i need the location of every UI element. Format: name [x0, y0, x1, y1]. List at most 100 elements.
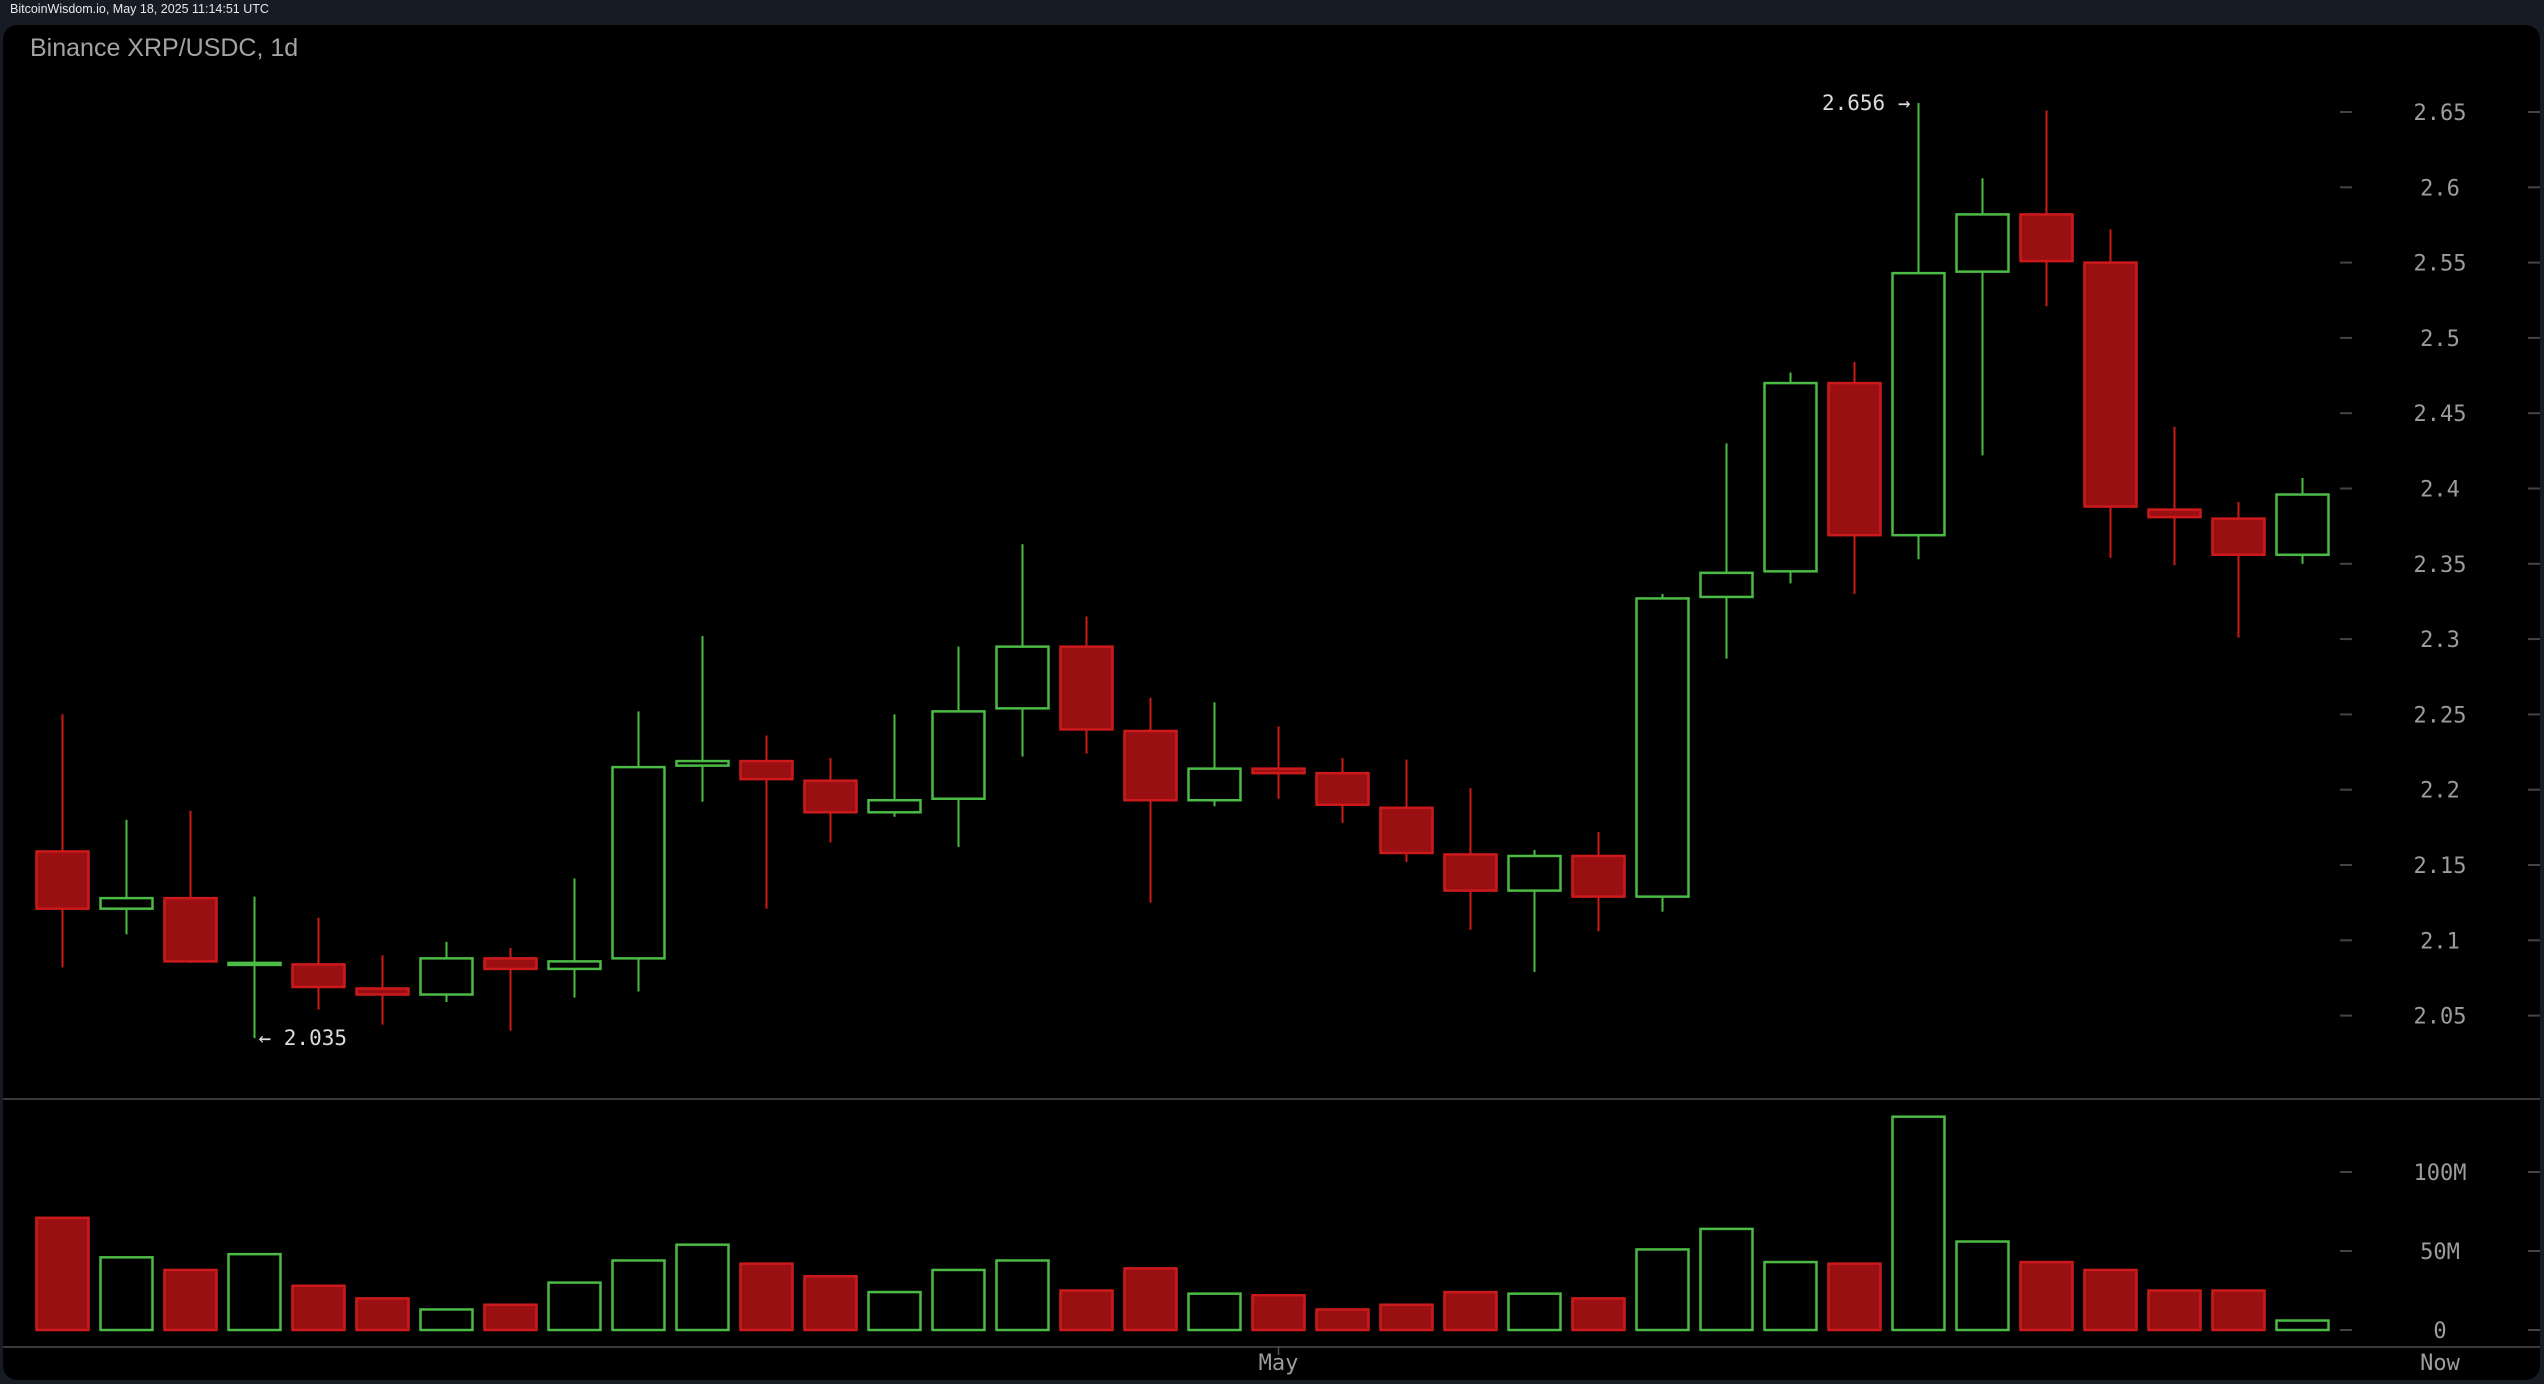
volume-bar-down: [1571, 1297, 1626, 1332]
candle-body: [1507, 854, 1562, 892]
candle-up: [1635, 593, 1690, 912]
price-tick-label: 2.35: [2414, 553, 2467, 578]
candle-body: [483, 957, 538, 971]
candle-body: [1763, 381, 1818, 573]
candle-body: [1571, 854, 1626, 898]
volume-bar-up: [1507, 1292, 1562, 1332]
volume-bar-down: [1123, 1267, 1178, 1332]
volume-bar-up: [1891, 1115, 1946, 1332]
candle-down: [1827, 361, 1882, 594]
volume-bar-down: [1315, 1308, 1370, 1332]
candle-up: [419, 941, 474, 1003]
candle-up: [547, 878, 602, 998]
chart-title: Binance XRP/USDC, 1d: [30, 34, 299, 62]
price-tick-label: 2.3: [2420, 628, 2460, 653]
candle-body: [1891, 271, 1946, 537]
candle-body: [1187, 767, 1242, 802]
candle-up: [995, 544, 1050, 757]
candle-body: [611, 765, 666, 960]
candle-body: [2275, 493, 2330, 557]
volume-bar-down: [1827, 1262, 1882, 1332]
candle-up: [1955, 178, 2010, 456]
candle-down: [803, 758, 858, 843]
candle-down: [291, 917, 346, 1010]
volume-bar-down: [163, 1268, 218, 1332]
candle-down: [2147, 426, 2202, 566]
volume-tick-label: 100M: [2414, 1161, 2467, 1186]
candle-up: [675, 636, 730, 802]
candle-body: [675, 759, 730, 767]
chart-panel[interactable]: Binance XRP/USDC, 1d 2.05 2.1 2.15 2.2 2.25 2…: [3, 25, 2540, 1380]
candle-body: [1251, 767, 1306, 775]
candle-down: [1123, 697, 1178, 903]
candle-down: [483, 947, 538, 1031]
candle-up: [1891, 102, 1946, 560]
candle-body: [1379, 806, 1434, 855]
price-tick-label: 2.4: [2420, 478, 2460, 503]
time-axis: May Now: [1259, 1347, 2461, 1376]
candle-body: [2083, 261, 2138, 508]
price-tick-label: 2.05: [2414, 1005, 2467, 1030]
volume-tick-label: 50M: [2420, 1240, 2460, 1265]
candle-up: [99, 819, 154, 935]
source-timestamp-label: BitcoinWisdom.io, May 18, 2025 11:14:51 …: [10, 2, 269, 16]
volume-axis: 0 50M 100M: [2340, 1161, 2540, 1344]
volume-bar-down: [1379, 1303, 1434, 1332]
candle-body: [2147, 508, 2202, 519]
candles: [35, 102, 2330, 1039]
candle-body: [1955, 213, 2010, 273]
volume-bar-down: [803, 1275, 858, 1332]
price-tick-label: 2.55: [2414, 252, 2467, 277]
price-tick-label: 2.15: [2414, 854, 2467, 879]
volume-bar-up: [1635, 1248, 1690, 1332]
candle-down: [1315, 758, 1370, 823]
candle-body: [1123, 729, 1178, 802]
volume-bar-up: [867, 1290, 922, 1332]
candle-down: [35, 714, 90, 968]
candle-up: [1699, 443, 1754, 659]
price-annotations: 2.656 → ← 2.035: [259, 91, 1911, 1050]
candle-body: [163, 896, 218, 963]
candle-up: [1763, 372, 1818, 584]
volume-bar-down: [355, 1297, 410, 1332]
candle-down: [1251, 726, 1306, 799]
price-tick-label: 2.25: [2414, 703, 2467, 728]
candle-body: [99, 896, 154, 910]
candle-body: [867, 798, 922, 814]
price-tick-label: 2.45: [2414, 402, 2467, 427]
candle-up: [867, 714, 922, 817]
candle-body: [1699, 571, 1754, 599]
volume-bar-up: [931, 1268, 986, 1332]
high-price-annotation: 2.656 →: [1822, 91, 1911, 115]
volume-bar-down: [483, 1303, 538, 1332]
volume-bar-down: [2083, 1268, 2138, 1332]
candle-body: [739, 759, 794, 781]
price-tick-label: 2.1: [2420, 929, 2460, 954]
volume-bar-down: [739, 1262, 794, 1332]
candle-down: [355, 955, 410, 1025]
candle-down: [1571, 831, 1626, 932]
candle-body: [2211, 517, 2266, 557]
candle-down: [1379, 759, 1434, 862]
candle-body: [1443, 853, 1498, 892]
candle-body: [1059, 645, 1114, 731]
candlestick-chart[interactable]: 2.05 2.1 2.15 2.2 2.25 2.3 2.35 2.4 2.45 2.5 2.55 2…: [3, 25, 2540, 1380]
candle-up: [227, 896, 282, 1039]
candle-down: [163, 810, 218, 963]
candle-up: [2275, 477, 2330, 564]
candle-down: [2083, 229, 2138, 558]
candle-body: [995, 645, 1050, 710]
candle-body: [355, 987, 410, 996]
volume-bar-up: [1699, 1227, 1754, 1332]
volume-bar-down: [2211, 1289, 2266, 1332]
volume-bar-up: [1955, 1240, 2010, 1332]
candle-body: [2019, 213, 2074, 263]
candle-body: [291, 963, 346, 989]
volume-bar-down: [1251, 1293, 1306, 1332]
low-price-annotation: ← 2.035: [259, 1026, 348, 1050]
candle-down: [2019, 110, 2074, 307]
candle-up: [611, 711, 666, 992]
volume-bar-up: [547, 1281, 602, 1332]
candle-body: [1635, 597, 1690, 898]
time-tick-label-now: Now: [2420, 1351, 2460, 1376]
